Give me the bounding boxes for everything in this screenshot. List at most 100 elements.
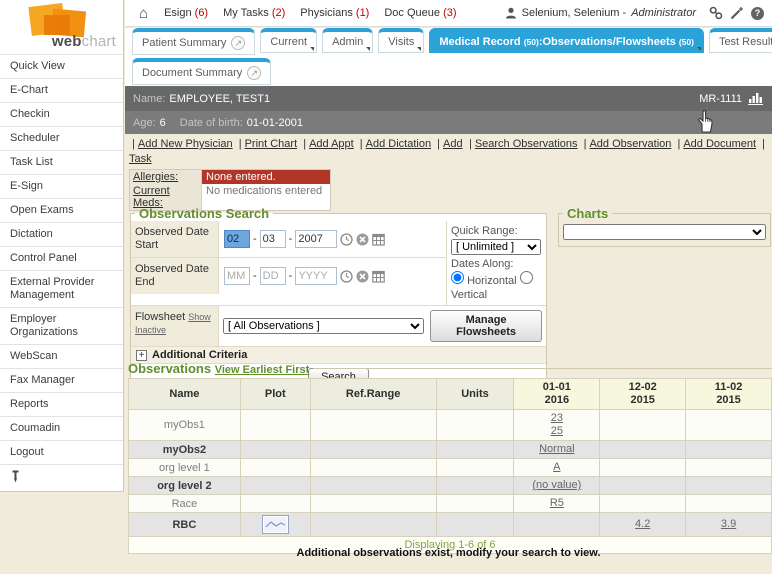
sidebar-item-webscan[interactable]: WebScan: [0, 344, 123, 368]
col-header-date-2[interactable]: 12-02 2015: [599, 378, 687, 410]
dropdown-caret-icon: [366, 47, 371, 51]
sidebar-item-e-sign[interactable]: E-Sign: [0, 174, 123, 198]
link-add-document[interactable]: Add Document: [683, 138, 757, 150]
home-icon[interactable]: ⌂: [139, 4, 149, 22]
user-name[interactable]: Selenium, Selenium -: [521, 7, 627, 19]
col-header-plot: Plot: [239, 378, 311, 410]
sidebar-item-fax-manager[interactable]: Fax Manager: [0, 368, 123, 392]
sidebar-item-e-chart[interactable]: E-Chart: [0, 78, 123, 102]
clear-icon[interactable]: [356, 270, 369, 283]
tab-document-summary[interactable]: Document Summary ↗: [132, 58, 272, 85]
tab-current[interactable]: Current: [260, 28, 318, 53]
start-day-input[interactable]: [259, 230, 286, 248]
link-add-appt[interactable]: Add Appt: [309, 138, 354, 150]
end-day-input[interactable]: [259, 267, 286, 285]
clock-icon[interactable]: [340, 232, 353, 246]
tab-test-results[interactable]: Test Results: [708, 28, 772, 53]
link-print-chart[interactable]: Print Chart: [244, 138, 298, 150]
obs-value-link[interactable]: 23: [550, 412, 563, 424]
charts-select[interactable]: [563, 224, 766, 240]
observations-title: Observations: [128, 361, 212, 376]
additional-criteria-label: Additional Criteria: [152, 349, 248, 361]
sidebar-item-checkin[interactable]: Checkin: [0, 102, 123, 126]
tab-current-label: Current: [270, 36, 308, 48]
patient-dob: 01-01-2001: [246, 116, 304, 129]
flowsheet-select[interactable]: [ All Observations ]: [223, 318, 425, 334]
allergies-link[interactable]: Allergies:: [133, 171, 179, 183]
link-add-observation[interactable]: Add Observation: [589, 138, 672, 150]
show-inactive-link[interactable]: Show Inactive: [135, 312, 211, 335]
sidebar-item-control-panel[interactable]: Control Panel: [0, 246, 123, 270]
expand-plus-icon[interactable]: +: [136, 349, 147, 361]
obs-name: org level 2: [128, 476, 241, 495]
tab-patient-summary[interactable]: Patient Summary ↗: [132, 28, 256, 55]
quick-range-select[interactable]: [ Unlimited ]: [451, 239, 541, 255]
sidebar-item-reports[interactable]: Reports: [0, 392, 123, 416]
sidebar-item-coumadin[interactable]: Coumadin: [0, 416, 123, 440]
table-footer-row: Displaying 1-6 of 6: [128, 536, 772, 554]
view-earliest-first-link[interactable]: View Earliest First: [214, 364, 310, 376]
additional-criteria-row[interactable]: + Additional Criteria: [131, 347, 546, 364]
start-year-input[interactable]: [295, 230, 338, 248]
nav-doc-queue[interactable]: Doc Queue (3): [384, 7, 456, 19]
obs-value-link[interactable]: 4.2: [635, 518, 651, 530]
end-month-input[interactable]: [224, 267, 250, 285]
obs-value-link[interactable]: Normal: [539, 443, 575, 455]
sidebar-pin-toggle[interactable]: [0, 464, 123, 490]
link-add-new-physician[interactable]: Add New Physician: [137, 138, 233, 150]
col-header-name: Name: [128, 378, 241, 410]
clear-icon[interactable]: [356, 233, 369, 246]
obs-value-link[interactable]: (no value): [532, 479, 582, 491]
manage-flowsheets-button[interactable]: Manage Flowsheets: [430, 310, 542, 342]
radio-vertical[interactable]: Vertical: [451, 271, 533, 301]
tab-visits[interactable]: Visits: [378, 28, 425, 53]
current-meds-row: Current Meds: No medications entered: [130, 184, 330, 210]
sidebar-item-quick-view[interactable]: Quick View: [0, 54, 123, 78]
link-add-task[interactable]: Add Task: [129, 138, 463, 165]
sidebar-item-task-list[interactable]: Task List: [0, 150, 123, 174]
vertical-radio[interactable]: [519, 271, 533, 284]
radio-horizontal[interactable]: Horizontal: [451, 271, 517, 287]
dates-along-label: Dates Along:: [451, 258, 514, 270]
external-link-icon[interactable]: ↗: [247, 66, 262, 80]
observations-header: Observations View Earliest First: [128, 361, 772, 376]
sidebar-item-employer-organizations[interactable]: Employer Organizations: [0, 307, 123, 344]
col-header-date-3[interactable]: 11-02 2015: [685, 378, 772, 410]
tab-document-summary-label: Document Summary: [142, 67, 243, 79]
obs-value-link[interactable]: A: [553, 461, 561, 473]
sidebar-item-external-provider-management[interactable]: External Provider Management: [0, 270, 123, 307]
allergies-value: None entered.: [202, 170, 330, 184]
clock-icon[interactable]: [340, 269, 353, 283]
horizontal-radio[interactable]: [451, 271, 464, 284]
link-icon[interactable]: [709, 6, 723, 20]
sidebar-item-scheduler[interactable]: Scheduler: [0, 126, 123, 150]
link-search-observations[interactable]: Search Observations: [474, 138, 578, 150]
obs-value-link[interactable]: R5: [549, 497, 564, 509]
nav-my-tasks[interactable]: My Tasks (2): [223, 7, 285, 19]
col-header-units: Units: [435, 378, 515, 410]
obs-value-link[interactable]: 25: [550, 425, 563, 437]
sidebar-item-logout[interactable]: Logout: [0, 440, 123, 464]
wand-icon[interactable]: [730, 6, 744, 20]
webchart-logo[interactable]: webchart: [0, 0, 123, 54]
external-link-icon[interactable]: ↗: [231, 36, 246, 50]
nav-esign[interactable]: Esign (6): [164, 7, 208, 19]
calendar-icon[interactable]: [372, 233, 386, 246]
sidebar-item-dictation[interactable]: Dictation: [0, 222, 123, 246]
chart-icon[interactable]: [748, 92, 764, 105]
nav-physicians-label: Physicians: [300, 7, 353, 19]
obs-value-link[interactable]: 3.9: [720, 518, 737, 530]
calendar-icon[interactable]: [372, 270, 386, 283]
end-year-input[interactable]: [295, 267, 338, 285]
col-header-date-1[interactable]: 01-01 2016: [513, 378, 601, 410]
help-icon[interactable]: ?: [751, 6, 764, 20]
plot-line-chart-icon[interactable]: [261, 515, 289, 534]
sidebar-item-open-exams[interactable]: Open Exams: [0, 198, 123, 222]
tab-admin[interactable]: Admin: [322, 28, 374, 53]
tab-medical-record-observations[interactable]: Medical Record (50):Observations/Flowshe…: [429, 28, 704, 53]
link-add-dictation[interactable]: Add Dictation: [365, 138, 432, 150]
start-month-input[interactable]: [224, 230, 250, 248]
charts-title: Charts: [567, 206, 609, 221]
nav-physicians[interactable]: Physicians (1): [300, 7, 369, 19]
